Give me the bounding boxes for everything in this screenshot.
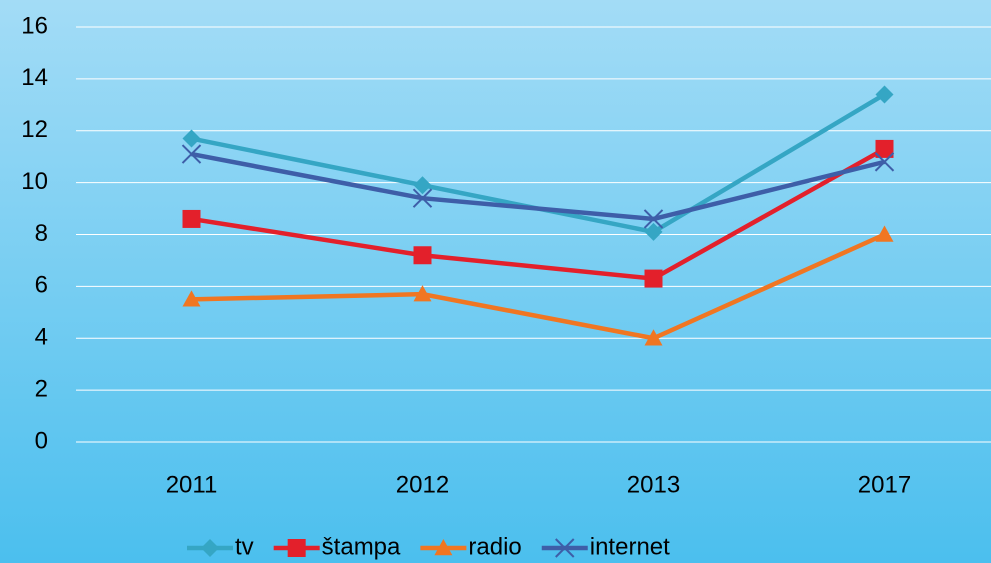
marker — [182, 290, 201, 307]
series-line — [191, 146, 886, 281]
y-tick-label: 12 — [21, 116, 48, 143]
legend-label: internet — [590, 533, 670, 560]
marker — [413, 246, 432, 265]
legend-marker — [555, 538, 575, 558]
series-line — [191, 151, 886, 222]
marker — [644, 329, 663, 346]
y-tick-label: 10 — [21, 168, 48, 195]
y-tick-label: 6 — [35, 272, 48, 299]
marker — [182, 129, 201, 148]
y-tick-label: 16 — [21, 12, 48, 39]
legend-marker — [287, 539, 306, 557]
marker — [643, 209, 664, 229]
marker — [874, 152, 895, 172]
marker — [644, 222, 663, 241]
x-tick-label: 2011 — [166, 471, 218, 498]
y-tick-label: 0 — [35, 427, 48, 454]
legend-marker — [201, 539, 219, 557]
marker — [875, 85, 894, 104]
marker — [413, 176, 432, 195]
x-tick-label: 2012 — [396, 471, 449, 498]
y-tick-label: 14 — [21, 64, 48, 91]
marker — [413, 285, 432, 302]
legend-label: radio — [468, 533, 521, 560]
marker — [644, 269, 663, 288]
x-tick-label: 2013 — [627, 471, 680, 498]
marker — [181, 144, 202, 164]
y-tick-label: 4 — [35, 324, 48, 351]
marker — [875, 139, 894, 158]
legend-marker — [434, 539, 453, 556]
legend-label: štampa — [322, 533, 401, 560]
y-tick-label: 2 — [35, 375, 48, 402]
marker — [875, 225, 894, 242]
marker — [412, 188, 433, 208]
series-line — [191, 232, 886, 341]
marker — [182, 209, 201, 228]
y-tick-label: 8 — [35, 220, 48, 247]
x-tick-label: 2017 — [858, 471, 911, 498]
legend-label: tv — [235, 533, 254, 560]
